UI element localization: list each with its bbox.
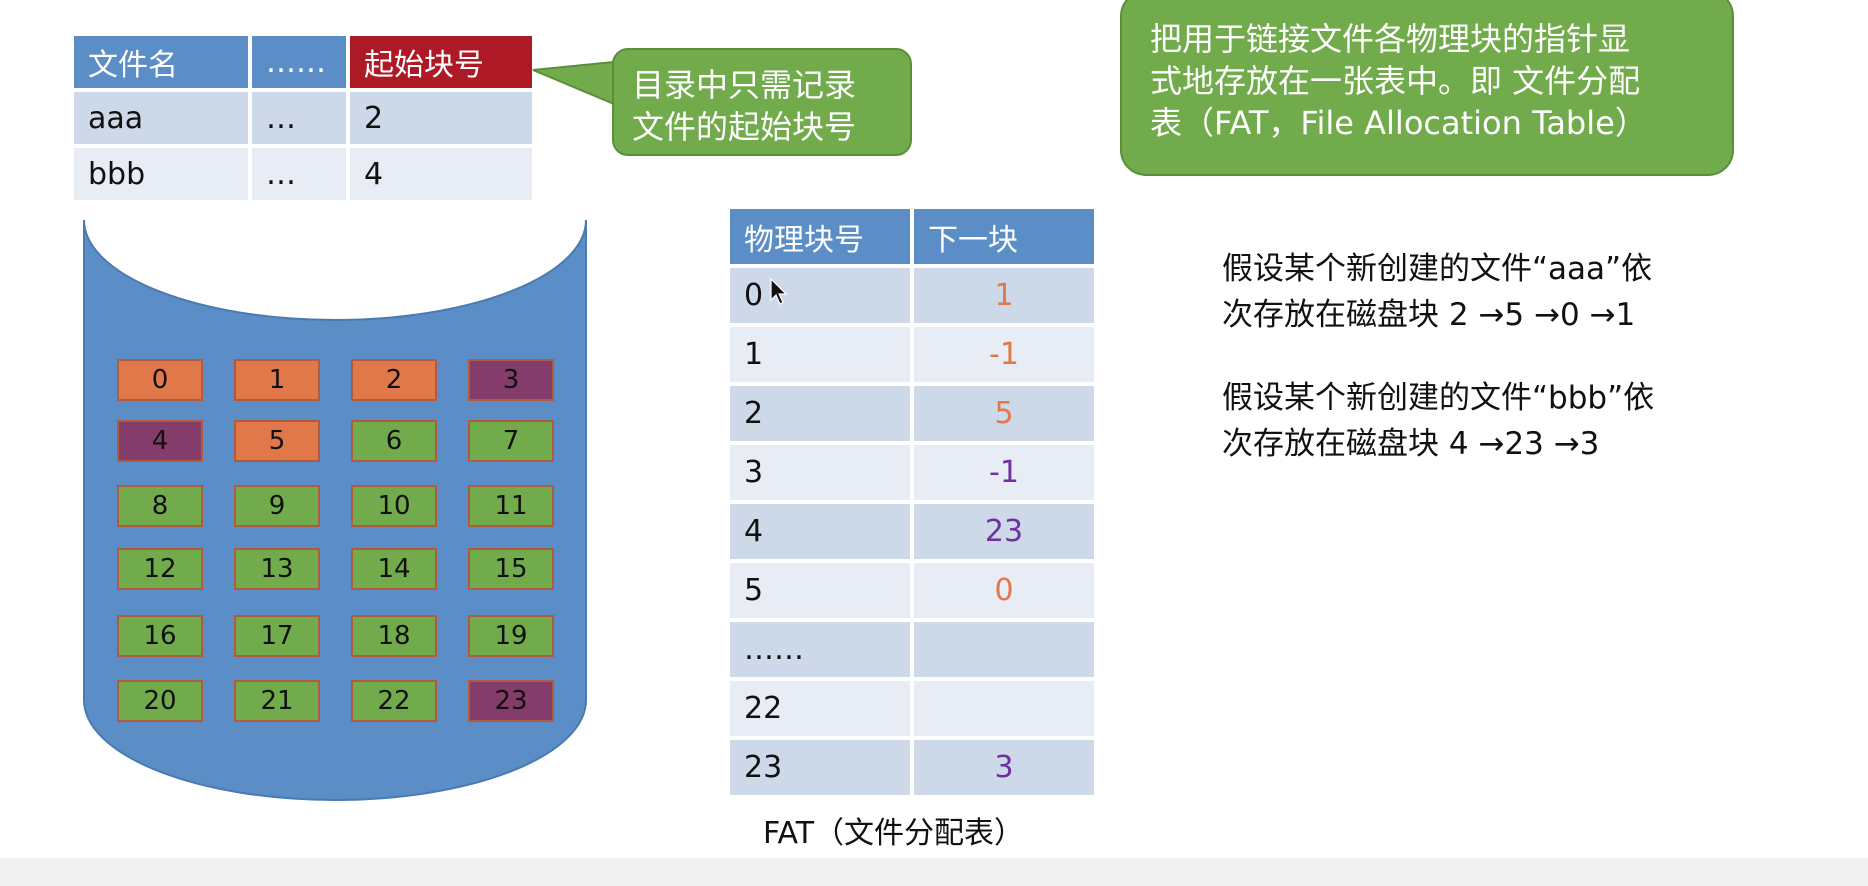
directory-cell-name: bbb <box>72 146 250 202</box>
note-aaa: 假设某个新创建的文件“aaa”依 次存放在磁盘块 2 →5 →0 →1 <box>1222 246 1652 338</box>
disk-block: 6 <box>351 420 437 462</box>
disk-block: 8 <box>117 485 203 527</box>
directory-cell-name: aaa <box>72 90 250 146</box>
fat-cell-block: 23 <box>728 738 912 797</box>
fat-cell-next: -1 <box>912 443 1096 502</box>
fat-cell-next <box>912 620 1096 679</box>
disk-block: 19 <box>468 615 554 657</box>
fat-row: 2 5 <box>728 384 1096 443</box>
fat-cell-next: 1 <box>912 266 1096 325</box>
fat-cell-block: …… <box>728 620 912 679</box>
disk-block: 21 <box>234 680 320 722</box>
fat-cell-block: 1 <box>728 325 912 384</box>
fat-cell-next: 5 <box>912 384 1096 443</box>
fat-row: 1 -1 <box>728 325 1096 384</box>
fat-table: 物理块号 下一块 0 1 1 -1 2 5 3 -1 4 23 5 0 …… 2… <box>728 207 1096 797</box>
fat-cell-next: 3 <box>912 738 1096 797</box>
fat-cell-block: 0 <box>728 266 912 325</box>
disk-block: 3 <box>468 359 554 401</box>
fat-row: 23 3 <box>728 738 1096 797</box>
mouse-cursor-icon <box>770 278 788 305</box>
disk-block: 9 <box>234 485 320 527</box>
directory-cell-dots: … <box>250 146 348 202</box>
fat-cell-block: 3 <box>728 443 912 502</box>
fat-cell-block: 2 <box>728 384 912 443</box>
directory-table: 文件名 …… 起始块号 aaa … 2 bbb … 4 <box>72 34 534 202</box>
callout-line: 把用于链接文件各物理块的指针显 <box>1150 20 1631 58</box>
disk-block: 16 <box>117 615 203 657</box>
directory-row: aaa … 2 <box>72 90 534 146</box>
fat-cell-block: 4 <box>728 502 912 561</box>
note-line: 假设某个新创建的文件“bbb”依 <box>1222 380 1655 416</box>
note-line: 次存放在磁盘块 4 →23 →3 <box>1222 426 1600 462</box>
fat-row: …… <box>728 620 1096 679</box>
disk-block: 15 <box>468 548 554 590</box>
callout-line: 文件的起始块号 <box>632 108 857 146</box>
disk-block: 1 <box>234 359 320 401</box>
note-bbb: 假设某个新创建的文件“bbb”依 次存放在磁盘块 4 →23 →3 <box>1222 375 1654 467</box>
disk-block: 17 <box>234 615 320 657</box>
fat-callout: 把用于链接文件各物理块的指针显 式地存放在一张表中。即 文件分配 表（FAT，F… <box>1120 0 1734 176</box>
bottom-strip <box>0 858 1868 886</box>
fat-cell-block: 22 <box>728 679 912 738</box>
fat-row: 0 1 <box>728 266 1096 325</box>
disk-block: 22 <box>351 680 437 722</box>
directory-header-start: 起始块号 <box>348 34 534 90</box>
disk-block: 23 <box>468 680 554 722</box>
note-line: 次存放在磁盘块 2 →5 →0 →1 <box>1222 297 1636 333</box>
fat-row: 4 23 <box>728 502 1096 561</box>
disk-block: 7 <box>468 420 554 462</box>
fat-row: 5 0 <box>728 561 1096 620</box>
fat-cell-next: 0 <box>912 561 1096 620</box>
fat-cell-next: 23 <box>912 502 1096 561</box>
fat-cell-next <box>912 679 1096 738</box>
disk-block: 5 <box>234 420 320 462</box>
directory-header-name: 文件名 <box>72 34 250 90</box>
fat-header-next: 下一块 <box>912 207 1096 266</box>
callout-line: 目录中只需记录 <box>632 66 857 104</box>
disk-block: 4 <box>117 420 203 462</box>
callout-line: 表（FAT，File Allocation Table） <box>1150 104 1647 142</box>
disk-cylinder <box>83 219 587 801</box>
disk-block: 13 <box>234 548 320 590</box>
disk-block: 12 <box>117 548 203 590</box>
disk-block: 14 <box>351 548 437 590</box>
fat-row: 22 <box>728 679 1096 738</box>
disk-block: 11 <box>468 485 554 527</box>
disk-block: 20 <box>117 680 203 722</box>
callout-line: 式地存放在一张表中。即 文件分配 <box>1150 62 1641 100</box>
callout-pointer <box>532 60 615 106</box>
disk-block: 0 <box>117 359 203 401</box>
fat-cell-block: 5 <box>728 561 912 620</box>
note-line: 假设某个新创建的文件“aaa”依 <box>1222 251 1653 287</box>
directory-header-dots: …… <box>250 34 348 90</box>
fat-cell-next: -1 <box>912 325 1096 384</box>
fat-caption: FAT（文件分配表） <box>763 816 1025 851</box>
directory-cell-start: 4 <box>348 146 534 202</box>
directory-cell-start: 2 <box>348 90 534 146</box>
fat-header-row: 物理块号 下一块 <box>728 207 1096 266</box>
fat-header-block: 物理块号 <box>728 207 912 266</box>
directory-row: bbb … 4 <box>72 146 534 202</box>
directory-cell-dots: … <box>250 90 348 146</box>
disk-block: 18 <box>351 615 437 657</box>
fat-row: 3 -1 <box>728 443 1096 502</box>
disk-block: 2 <box>351 359 437 401</box>
directory-callout: 目录中只需记录 文件的起始块号 <box>612 48 912 156</box>
directory-header-row: 文件名 …… 起始块号 <box>72 34 534 90</box>
disk-block: 10 <box>351 485 437 527</box>
